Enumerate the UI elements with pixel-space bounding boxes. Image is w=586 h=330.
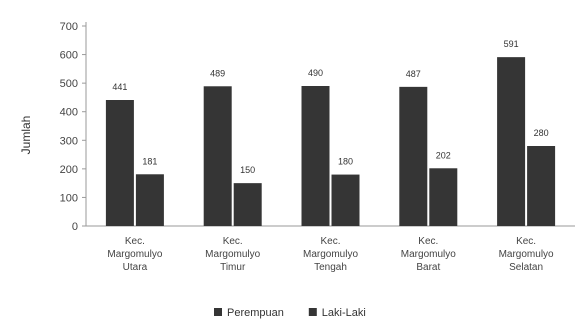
data-label: 180 <box>338 157 353 167</box>
bar-laki-laki <box>429 168 458 226</box>
x-category-label: Kec. Margomulyo Utara <box>107 236 162 273</box>
x-category-label-line: Kec. <box>125 236 145 247</box>
x-category-label: Kec. Margomulyo Timur <box>205 236 260 273</box>
data-label: 280 <box>534 128 549 138</box>
bar-perempuan <box>105 100 134 226</box>
bar-laki-laki <box>331 174 360 226</box>
legend-label: Laki-Laki <box>322 307 366 319</box>
x-category-label-line: Utara <box>123 262 148 273</box>
bar-laki-laki <box>527 146 556 226</box>
legend-swatch <box>214 308 222 316</box>
bar-perempuan <box>399 86 428 226</box>
x-category-label-line: Kec. <box>418 236 438 247</box>
data-label: 489 <box>210 68 225 78</box>
data-label: 441 <box>112 82 127 92</box>
x-category-label-line: Kec. <box>516 236 536 247</box>
x-category-label-line: Margomulyo <box>401 249 456 260</box>
bar-laki-laki <box>233 183 262 226</box>
x-category-label-line: Margomulyo <box>107 249 162 260</box>
bars <box>105 57 556 227</box>
x-category-label-line: Selatan <box>509 262 543 273</box>
x-category-label-line: Kec. <box>223 236 243 247</box>
x-category-label-line: Barat <box>416 262 440 273</box>
data-label: 181 <box>142 156 157 166</box>
y-axis-ticks: 0 100 200 300 400 500 600 700 <box>60 21 86 233</box>
x-category-label-line: Tengah <box>314 262 347 273</box>
y-tick-label: 100 <box>60 192 78 204</box>
legend: Perempuan Laki-Laki <box>214 307 366 319</box>
data-label: 150 <box>240 165 255 175</box>
data-labels: 441 181 489 150 490 180 487 202 591 280 <box>112 39 548 175</box>
data-label: 490 <box>308 68 323 78</box>
x-category-label: Kec. Margomulyo Selatan <box>499 236 554 273</box>
x-category-label-line: Margomulyo <box>499 249 554 260</box>
bar-perempuan <box>497 57 526 227</box>
y-tick-label: 600 <box>60 50 78 62</box>
data-label: 202 <box>436 150 451 160</box>
y-tick-label: 400 <box>60 107 78 119</box>
y-tick-label: 700 <box>60 21 78 33</box>
y-axis-title: Jumlah <box>19 116 33 155</box>
y-tick-label: 500 <box>60 78 78 90</box>
y-tick-label: 300 <box>60 135 78 147</box>
x-category-label: Kec. Margomulyo Barat <box>401 236 456 273</box>
bar-perempuan <box>301 86 330 226</box>
legend-label: Perempuan <box>227 307 284 319</box>
x-category-label-line: Margomulyo <box>205 249 260 260</box>
y-tick-label: 0 <box>72 221 78 233</box>
data-label: 591 <box>504 39 519 49</box>
x-category-label: Kec. Margomulyo Tengah <box>303 236 358 273</box>
x-category-label-line: Margomulyo <box>303 249 358 260</box>
x-category-label-line: Kec. <box>320 236 340 247</box>
legend-swatch <box>308 308 317 316</box>
x-category-label-line: Timur <box>220 262 246 273</box>
data-label: 487 <box>406 69 421 79</box>
bar-laki-laki <box>135 174 164 226</box>
axes <box>85 22 575 227</box>
bar-perempuan <box>203 86 232 227</box>
y-tick-label: 200 <box>60 164 78 176</box>
